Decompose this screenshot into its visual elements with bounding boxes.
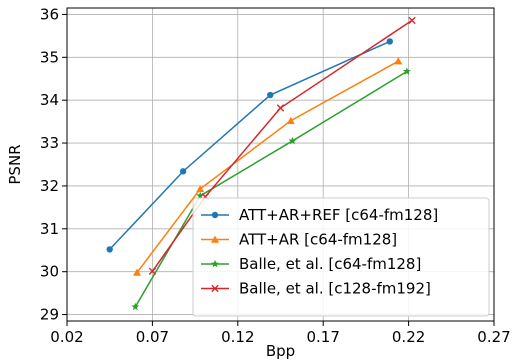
- data-series: [106, 16, 416, 311]
- legend-entry: Balle, et al. [c128-fm192]: [201, 280, 431, 298]
- data-point: [267, 91, 274, 99]
- x-tick-label: 0.12: [221, 328, 254, 346]
- legend-label: Balle, et al. [c128-fm192]: [239, 280, 431, 298]
- x-tick-label: 0.27: [477, 328, 510, 346]
- series-2: [133, 57, 403, 276]
- x-tick-label: 0.02: [50, 328, 83, 346]
- legend-label: Balle, et al. [c64-fm128]: [239, 255, 421, 273]
- y-tick-label: 33: [40, 134, 59, 152]
- series-line: [109, 40, 391, 250]
- data-point: [394, 57, 403, 65]
- series-1: [106, 38, 394, 253]
- series-line: [136, 60, 399, 274]
- series-3: [131, 67, 411, 311]
- plot-frame: [66, 7, 495, 322]
- axis-ticks: 0.02 0.07 0.12 0.17 0.22 0.27 29 30 31 32 33 34 35 36: [40, 5, 511, 346]
- y-tick-label: 31: [40, 220, 59, 238]
- y-tick-label: 29: [40, 306, 59, 324]
- x-tick-label: 0.22: [392, 328, 425, 346]
- legend-label: ATT+AR+REF [c64-fm128]: [239, 206, 438, 224]
- y-tick-label: 32: [40, 177, 59, 195]
- data-point: [196, 191, 205, 200]
- legend-label: ATT+AR [c64-fm128]: [239, 231, 397, 249]
- y-tick-label: 34: [40, 91, 59, 109]
- series-line: [134, 70, 408, 308]
- series-line: [151, 19, 413, 272]
- data-point: [402, 67, 411, 75]
- legend-entry: ATT+AR+REF [c64-fm128]: [201, 206, 438, 224]
- data-point: [276, 104, 285, 112]
- data-point: [148, 267, 157, 275]
- data-point: [408, 16, 416, 25]
- data-point: [288, 136, 297, 145]
- series-4: [148, 16, 416, 275]
- data-point: [131, 302, 140, 311]
- x-tick-label: 0.17: [306, 328, 339, 346]
- y-tick-label: 35: [40, 48, 59, 66]
- legend-box: [192, 197, 490, 317]
- legend-entry: Balle, et al. [c64-fm128]: [201, 255, 421, 273]
- legend: ATT+AR+REF [c64-fm128] ATT+AR [c64-fm128]…: [192, 197, 490, 317]
- data-point: [386, 38, 394, 45]
- legend-marker: [211, 235, 219, 243]
- data-point: [106, 246, 113, 253]
- y-axis-label: PSNR: [6, 144, 24, 184]
- legend-entry: ATT+AR [c64-fm128]: [201, 231, 397, 249]
- legend-marker: [211, 259, 219, 268]
- y-tick-label: 30: [40, 263, 59, 281]
- legend-marker: [211, 284, 219, 293]
- legend-marker: [211, 211, 219, 219]
- x-axis-label: Bpp: [266, 342, 295, 360]
- data-point: [179, 168, 187, 175]
- data-point: [286, 116, 295, 124]
- data-point: [196, 184, 205, 193]
- x-tick-label: 0.07: [136, 328, 169, 346]
- y-tick-label: 36: [40, 5, 59, 23]
- data-point: [133, 268, 142, 276]
